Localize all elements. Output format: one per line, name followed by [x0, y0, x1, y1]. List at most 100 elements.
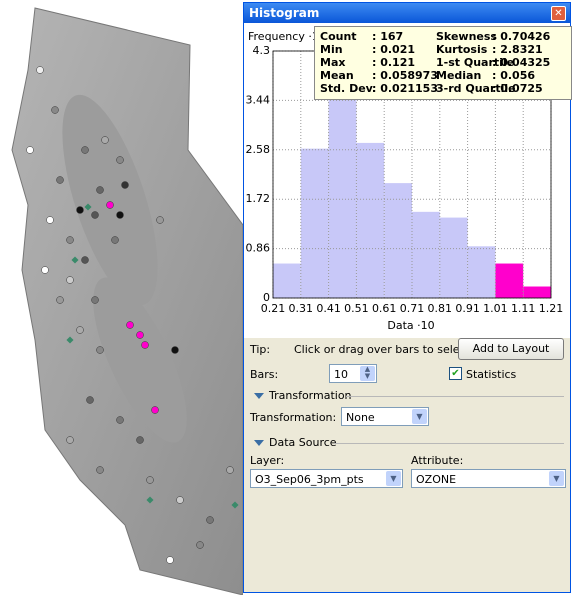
stat-value: : 0.021 — [372, 43, 416, 56]
bar — [412, 211, 440, 298]
map-point — [156, 216, 164, 224]
add-to-layout-button[interactable]: Add to Layout — [458, 338, 564, 360]
statistics-label: Statistics — [466, 368, 517, 381]
x-axis-label: Data ·10 — [387, 319, 434, 332]
histogram-chart: Frequency ·10 Data ·10 0 0.86 1.72 2.58 3.44… — [244, 23, 570, 338]
transformation-select[interactable]: None ▼ — [341, 407, 429, 426]
x-tick-label: 1.21 — [539, 302, 564, 315]
map-point — [226, 466, 234, 474]
map-point — [126, 321, 134, 329]
bar — [523, 286, 551, 298]
map-point — [196, 541, 204, 549]
map-point — [56, 176, 64, 184]
layer-select[interactable]: O3_Sep06_3pm_pts ▼ — [250, 469, 403, 488]
stat-label: 1-st Quartile — [436, 56, 515, 69]
map-point — [141, 341, 149, 349]
stat-label: 3-rd Quartile — [436, 82, 516, 95]
map-point — [96, 466, 104, 474]
x-tick-label: 0.31 — [289, 302, 314, 315]
map-point — [91, 211, 99, 219]
map-point — [91, 296, 99, 304]
bar — [495, 263, 524, 298]
statistics-checkbox[interactable]: ✔ — [449, 367, 462, 380]
attribute-select[interactable]: OZONE ▼ — [411, 469, 566, 488]
map-point — [36, 66, 44, 74]
stat-label: Kurtosis — [436, 43, 488, 56]
stat-value: : 2.8321 — [492, 43, 543, 56]
map-point — [136, 331, 144, 339]
map-point — [46, 216, 54, 224]
map-point — [116, 211, 124, 219]
collapse-icon[interactable] — [254, 440, 264, 446]
map-point — [166, 556, 174, 564]
stat-value: : 0.121 — [372, 56, 416, 69]
map-point — [176, 496, 184, 504]
section-header: Data Source — [269, 436, 337, 449]
stat-label: Median — [436, 69, 482, 82]
x-tick-label: 0.51 — [344, 302, 369, 315]
map-marker — [146, 496, 154, 504]
stat-label: Min — [320, 43, 343, 56]
bar — [384, 183, 412, 298]
separator — [334, 443, 564, 444]
x-tick-label: 1.11 — [511, 302, 536, 315]
map — [11, 7, 243, 595]
map-point — [146, 476, 154, 484]
map-point — [81, 146, 89, 154]
statistics-box: Count: 167 Min: 0.021 Max: 0.121 Mean: 0.05… — [314, 26, 572, 100]
map-point — [111, 236, 119, 244]
stat-value: : 0.0725 — [492, 82, 543, 95]
stat-value: : 0.04325 — [492, 56, 551, 69]
map-point — [41, 266, 49, 274]
map-point — [76, 326, 84, 334]
stat-label: Max — [320, 56, 346, 69]
map-point — [96, 346, 104, 354]
separator — [346, 396, 564, 397]
map-point — [56, 296, 64, 304]
y-tick-label: 4.3 — [253, 44, 271, 57]
x-tick-label: 0.21 — [261, 302, 286, 315]
close-button[interactable]: ✕ — [551, 6, 566, 21]
y-tick-label: 0 — [263, 291, 270, 304]
stat-value: : 0.70426 — [492, 30, 551, 43]
stat-label: Count — [320, 30, 357, 43]
y-axis-label: Frequency ·10 — [248, 30, 326, 43]
x-tick-label: 0.91 — [455, 302, 480, 315]
map-point — [66, 436, 74, 444]
map-point — [76, 206, 84, 214]
attribute-value: OZONE — [416, 473, 457, 486]
window-title: Histogram — [249, 6, 320, 20]
histogram-window: Histogram ✕ Frequency ·10 Data ·10 0 0.86… — [243, 2, 572, 593]
map-point — [26, 146, 34, 154]
map-point — [116, 416, 124, 424]
map-marker — [84, 203, 92, 211]
valley — [93, 277, 187, 443]
tip-label: Tip: — [250, 343, 271, 356]
map-point — [96, 186, 104, 194]
tip-text: Click or drag over bars to select — [294, 343, 470, 356]
title-bar: Histogram ✕ — [244, 3, 570, 23]
y-tick-label: 2.58 — [246, 143, 271, 156]
bar — [467, 246, 496, 298]
attribute-label: Attribute: — [411, 454, 464, 467]
layer-value: O3_Sep06_3pm_pts — [255, 473, 364, 486]
collapse-icon[interactable] — [254, 393, 264, 399]
stat-label: Std. Dev. — [320, 82, 377, 95]
y-tick-label: 0.86 — [246, 242, 271, 255]
transformation-value: None — [346, 411, 375, 424]
layer-label: Layer: — [250, 454, 285, 467]
stat-value: : 0.021153 — [372, 82, 438, 95]
bar — [356, 142, 385, 298]
bars-spinbox[interactable]: 10 ▲ ▼ — [329, 364, 377, 383]
y-tick-label: 3.44 — [246, 93, 271, 106]
map-point — [106, 201, 114, 209]
stat-value: : 0.056 — [492, 69, 536, 82]
x-tick-label: 1.01 — [483, 302, 508, 315]
map-point — [116, 156, 124, 164]
map-point — [121, 181, 129, 189]
map-point — [81, 256, 89, 264]
section-header: Transformation — [269, 389, 352, 402]
bar — [273, 263, 301, 298]
map-point — [86, 396, 94, 404]
